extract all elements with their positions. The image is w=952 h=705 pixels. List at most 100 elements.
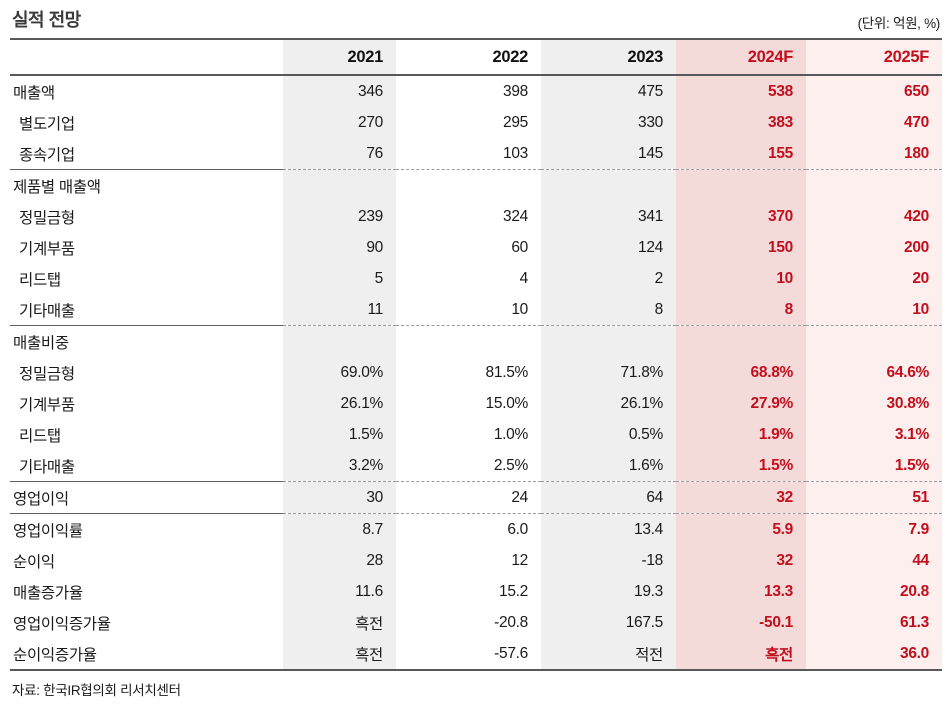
forecast-value-cell: 538 [676, 75, 806, 107]
forecast-value-cell: 150 [676, 232, 806, 263]
forecast-value-cell: 27.9% [676, 388, 806, 419]
forecast-value-cell [676, 169, 806, 201]
value-cell: 71.8% [541, 357, 676, 388]
section-row: 제품별 매출액 [10, 169, 942, 201]
table-row: 정밀금형 69.0% 81.5% 71.8% 68.8% 64.6% [10, 357, 942, 388]
value-cell [541, 169, 676, 201]
value-cell [396, 325, 541, 357]
row-label: 영업이익 [10, 481, 283, 514]
forecast-value-cell: 51 [806, 481, 942, 514]
value-cell: 90 [283, 232, 396, 263]
value-cell: 15.2 [499, 582, 528, 600]
value-cell [396, 169, 541, 201]
year-header: 2023 [541, 39, 676, 76]
value-cell: 11 [283, 294, 396, 326]
table-row: 기계부품 26.1% 15.0% 26.1% 27.9% 30.8% [10, 388, 942, 419]
value-cell: 398 [503, 82, 528, 100]
row-label: 매출비중 [10, 325, 283, 357]
value-cell [283, 325, 396, 357]
value-cell: 12 [511, 551, 528, 569]
row-label: 종속기업 [19, 146, 75, 164]
header-row: 2021 2022 2023 2024F 2025F [10, 39, 942, 76]
value-cell: 적전 [541, 638, 676, 670]
value-cell: 1.5% [283, 419, 396, 450]
value-cell: 28 [283, 545, 396, 576]
table-row: 기계부품 90 60 124 150 200 [10, 232, 942, 263]
table-row: 기타매출 3.2% 2.5% 1.6% 1.5% 1.5% [10, 450, 942, 482]
forecast-year-header: 2025F [806, 39, 942, 76]
table-row: 별도기업 270 295 330 383 470 [10, 107, 942, 138]
table-head: 2021 2022 2023 2024F 2025F [10, 39, 942, 76]
value-cell: 270 [283, 107, 396, 138]
table-row: 리드탭 1.5% 1.0% 0.5% 1.9% 3.1% [10, 419, 942, 450]
value-cell: 3.2% [283, 450, 396, 482]
table-row: 순이익 28 12 -18 32 44 [10, 545, 942, 576]
forecast-value-cell: 10 [676, 263, 806, 294]
forecast-value-cell: 180 [806, 138, 942, 170]
forecast-value-cell: 20.8 [806, 576, 942, 607]
forecast-value-cell: 420 [806, 201, 942, 232]
page-title: 실적 전망 [12, 10, 81, 30]
forecast-value-cell: 44 [806, 545, 942, 576]
value-cell: 2.5% [493, 456, 528, 474]
value-cell [283, 169, 396, 201]
value-cell: 흑전 [283, 607, 396, 638]
forecast-value-cell: 20 [806, 263, 942, 294]
table-row: 리드탭 5 4 2 10 20 [10, 263, 942, 294]
forecast-value-cell [806, 169, 942, 201]
table-row: 기타매출 11 10 8 8 10 [10, 294, 942, 326]
forecast-value-cell: 68.8% [676, 357, 806, 388]
forecast-value-cell: 13.3 [676, 576, 806, 607]
forecast-value-cell: 3.1% [806, 419, 942, 450]
value-cell: 81.5% [485, 363, 529, 381]
row-label: 기타매출 [19, 302, 75, 320]
value-cell: -18 [541, 545, 676, 576]
row-label: 순이익증가율 [13, 646, 97, 664]
value-cell: 124 [541, 232, 676, 263]
source-note: 자료: 한국IR협의회 리서치센터 [12, 683, 181, 698]
row-label: 기계부품 [19, 240, 75, 258]
forecast-value-cell: -50.1 [676, 607, 806, 638]
value-cell: 324 [503, 207, 528, 225]
value-cell: 8.7 [283, 513, 396, 545]
table-row: 영업이익률 8.7 6.0 13.4 5.9 7.9 [10, 513, 942, 545]
table-body: 매출액 346 398 475 538 650 별도기업 270 295 330 383 470 종속기… [10, 75, 942, 670]
value-cell: 1.0% [493, 425, 528, 443]
row-label: 정밀금형 [19, 209, 75, 227]
table-row: 순이익증가율 흑전 -57.6 적전 흑전 36.0 [10, 638, 942, 670]
forecast-value-cell: 1.5% [806, 450, 942, 482]
row-label: 리드탭 [19, 271, 61, 289]
unit-label: (단위: 억원, %) [857, 16, 941, 31]
forecast-value-cell: 36.0 [806, 638, 942, 670]
table-row: 영업이익증가율 흑전 -20.8 167.5 -50.1 61.3 [10, 607, 942, 638]
table-row: 영업이익 30 24 64 32 51 [10, 481, 942, 514]
value-cell: 239 [283, 201, 396, 232]
value-cell: 10 [511, 300, 528, 318]
forecast-value-cell: 7.9 [806, 513, 942, 545]
forecast-value-cell: 64.6% [806, 357, 942, 388]
value-cell: 4 [519, 269, 529, 287]
value-cell: 0.5% [541, 419, 676, 450]
metric-column-header [10, 39, 283, 76]
value-cell: 103 [503, 144, 528, 162]
forecast-value-cell: 10 [806, 294, 942, 326]
value-cell: 흑전 [283, 638, 396, 670]
value-cell [541, 325, 676, 357]
value-cell: 26.1% [283, 388, 396, 419]
row-label: 별도기업 [19, 115, 75, 133]
value-cell: -57.6 [494, 644, 528, 662]
forecast-value-cell: 383 [676, 107, 806, 138]
value-cell: -20.8 [494, 613, 528, 631]
forecast-value-cell: 32 [676, 545, 806, 576]
table-row: 정밀금형 239 324 341 370 420 [10, 201, 942, 232]
forecast-value-cell: 1.9% [676, 419, 806, 450]
year-header: 2022 [396, 39, 541, 76]
forecast-value-cell: 370 [676, 201, 806, 232]
value-cell: 1.6% [541, 450, 676, 482]
section-row: 매출비중 [10, 325, 942, 357]
value-cell: 64 [541, 481, 676, 514]
value-cell: 24 [396, 481, 541, 514]
row-label: 매출증가율 [13, 584, 83, 602]
row-label: 리드탭 [19, 427, 61, 445]
